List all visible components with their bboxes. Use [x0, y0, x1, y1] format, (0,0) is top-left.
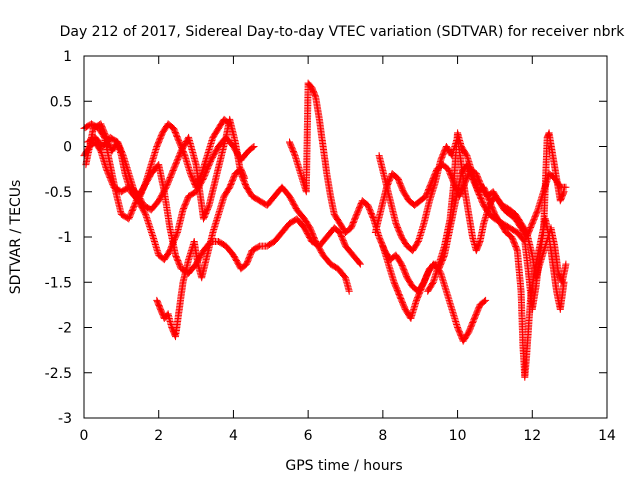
data-point [291, 150, 298, 158]
x-tick-label-0: 0 [80, 428, 89, 444]
y-tick-label-7: 0.5 [50, 94, 72, 110]
data-point [560, 188, 568, 196]
data-point [356, 260, 364, 268]
data-point [482, 296, 490, 304]
data-point [249, 143, 257, 151]
data-point [345, 287, 353, 295]
x-tick-label-2: 4 [229, 428, 238, 444]
series-track-4 [153, 165, 249, 341]
x-tick-label-1: 2 [154, 428, 163, 444]
data-point [226, 120, 234, 128]
y-axis-label: SDTVAR / TECUs [8, 180, 24, 295]
y-tick-label-8: 1 [63, 49, 72, 65]
data-point [173, 230, 181, 238]
x-tick-label-3: 6 [304, 428, 313, 444]
series-track-3 [84, 133, 258, 264]
y-tick-label-0: -3 [58, 411, 72, 427]
plot-frame [83, 55, 608, 419]
series-track-10 [424, 129, 568, 313]
data-point [356, 259, 363, 267]
x-tick-label-5: 10 [449, 428, 467, 444]
chart-title: Day 212 of 2017, Sidereal Day-to-day VTE… [60, 24, 626, 40]
y-tick-label-3: -1.5 [45, 275, 72, 291]
data-point [180, 150, 188, 158]
data-point [481, 297, 488, 305]
x-tick-label-4: 8 [378, 428, 387, 444]
x-tick-label-6: 12 [523, 428, 541, 444]
y-tick-label-6: 0 [63, 140, 72, 156]
data-points [80, 79, 570, 381]
data-point [562, 183, 570, 191]
series-track-5 [82, 115, 234, 200]
y-tick-label-4: -1 [58, 230, 72, 246]
data-point [241, 174, 249, 182]
y-tick-label-1: -2.5 [45, 366, 72, 382]
series-track-6 [286, 79, 490, 345]
data-point [225, 119, 233, 127]
x-tick-label-7: 14 [598, 428, 616, 444]
data-point [197, 171, 205, 179]
x-axis-label: GPS time / hours [285, 458, 402, 474]
data-point [562, 260, 570, 268]
data-point [250, 143, 258, 150]
data-point [141, 209, 149, 217]
data-point [533, 207, 541, 215]
y-tick-label-2: -2 [58, 321, 72, 337]
y-tick-label-5: -0.5 [45, 185, 72, 201]
